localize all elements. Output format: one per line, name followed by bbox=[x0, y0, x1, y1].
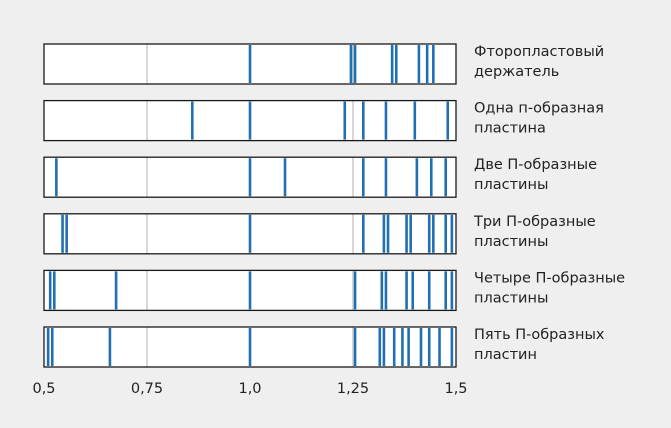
row-label-line: Три П-образные bbox=[473, 214, 596, 230]
strip-row-3: Две П-образные пластины bbox=[43, 156, 597, 198]
row-label-line: Фторопластовый bbox=[474, 44, 604, 60]
x-tick-label: 1,0 bbox=[238, 381, 261, 397]
strip-row-1: Фторопластовый держатель bbox=[43, 43, 604, 85]
x-tick-label: 1,25 bbox=[337, 381, 369, 397]
row-label-line: пластины bbox=[474, 234, 548, 250]
strip-row-border bbox=[43, 269, 457, 312]
strip-row-2: Одна п-образная пластина bbox=[43, 99, 604, 142]
strip-row-border bbox=[43, 213, 457, 255]
row-label-line: пластина bbox=[474, 121, 546, 137]
row-label-line: Одна п-образная bbox=[474, 101, 604, 117]
strip-row-border bbox=[43, 156, 457, 198]
x-axis-ticks: 0,5 0,75 1,0 1,25 1,5 bbox=[32, 381, 467, 397]
strip-row-4: Три П-образные пластины bbox=[43, 213, 596, 255]
x-tick-label: 0,75 bbox=[131, 381, 163, 397]
row-label-line: Пять П-образных bbox=[474, 327, 605, 343]
row-label-line: пластин bbox=[474, 347, 537, 363]
row-label-line: пластины bbox=[474, 177, 548, 193]
strip-row-border bbox=[43, 43, 457, 85]
strip-row-6: Пять П-образных пластин bbox=[43, 326, 605, 368]
strip-row-border bbox=[43, 326, 457, 368]
row-label-line: держатель bbox=[474, 64, 559, 80]
x-tick-label: 0,5 bbox=[32, 381, 55, 397]
x-tick-label: 1,5 bbox=[444, 381, 467, 397]
row-label-line: Четыре П-образные bbox=[474, 270, 625, 286]
row-label-line: пластины bbox=[474, 290, 548, 306]
strip-row-border bbox=[43, 99, 457, 142]
rows-layer: Фторопластовый держатель Одна п-образная пл… bbox=[43, 43, 625, 368]
strip-row-5: Четыре П-образные пластины bbox=[43, 269, 625, 312]
row-label-line: Две П-образные bbox=[474, 157, 597, 173]
